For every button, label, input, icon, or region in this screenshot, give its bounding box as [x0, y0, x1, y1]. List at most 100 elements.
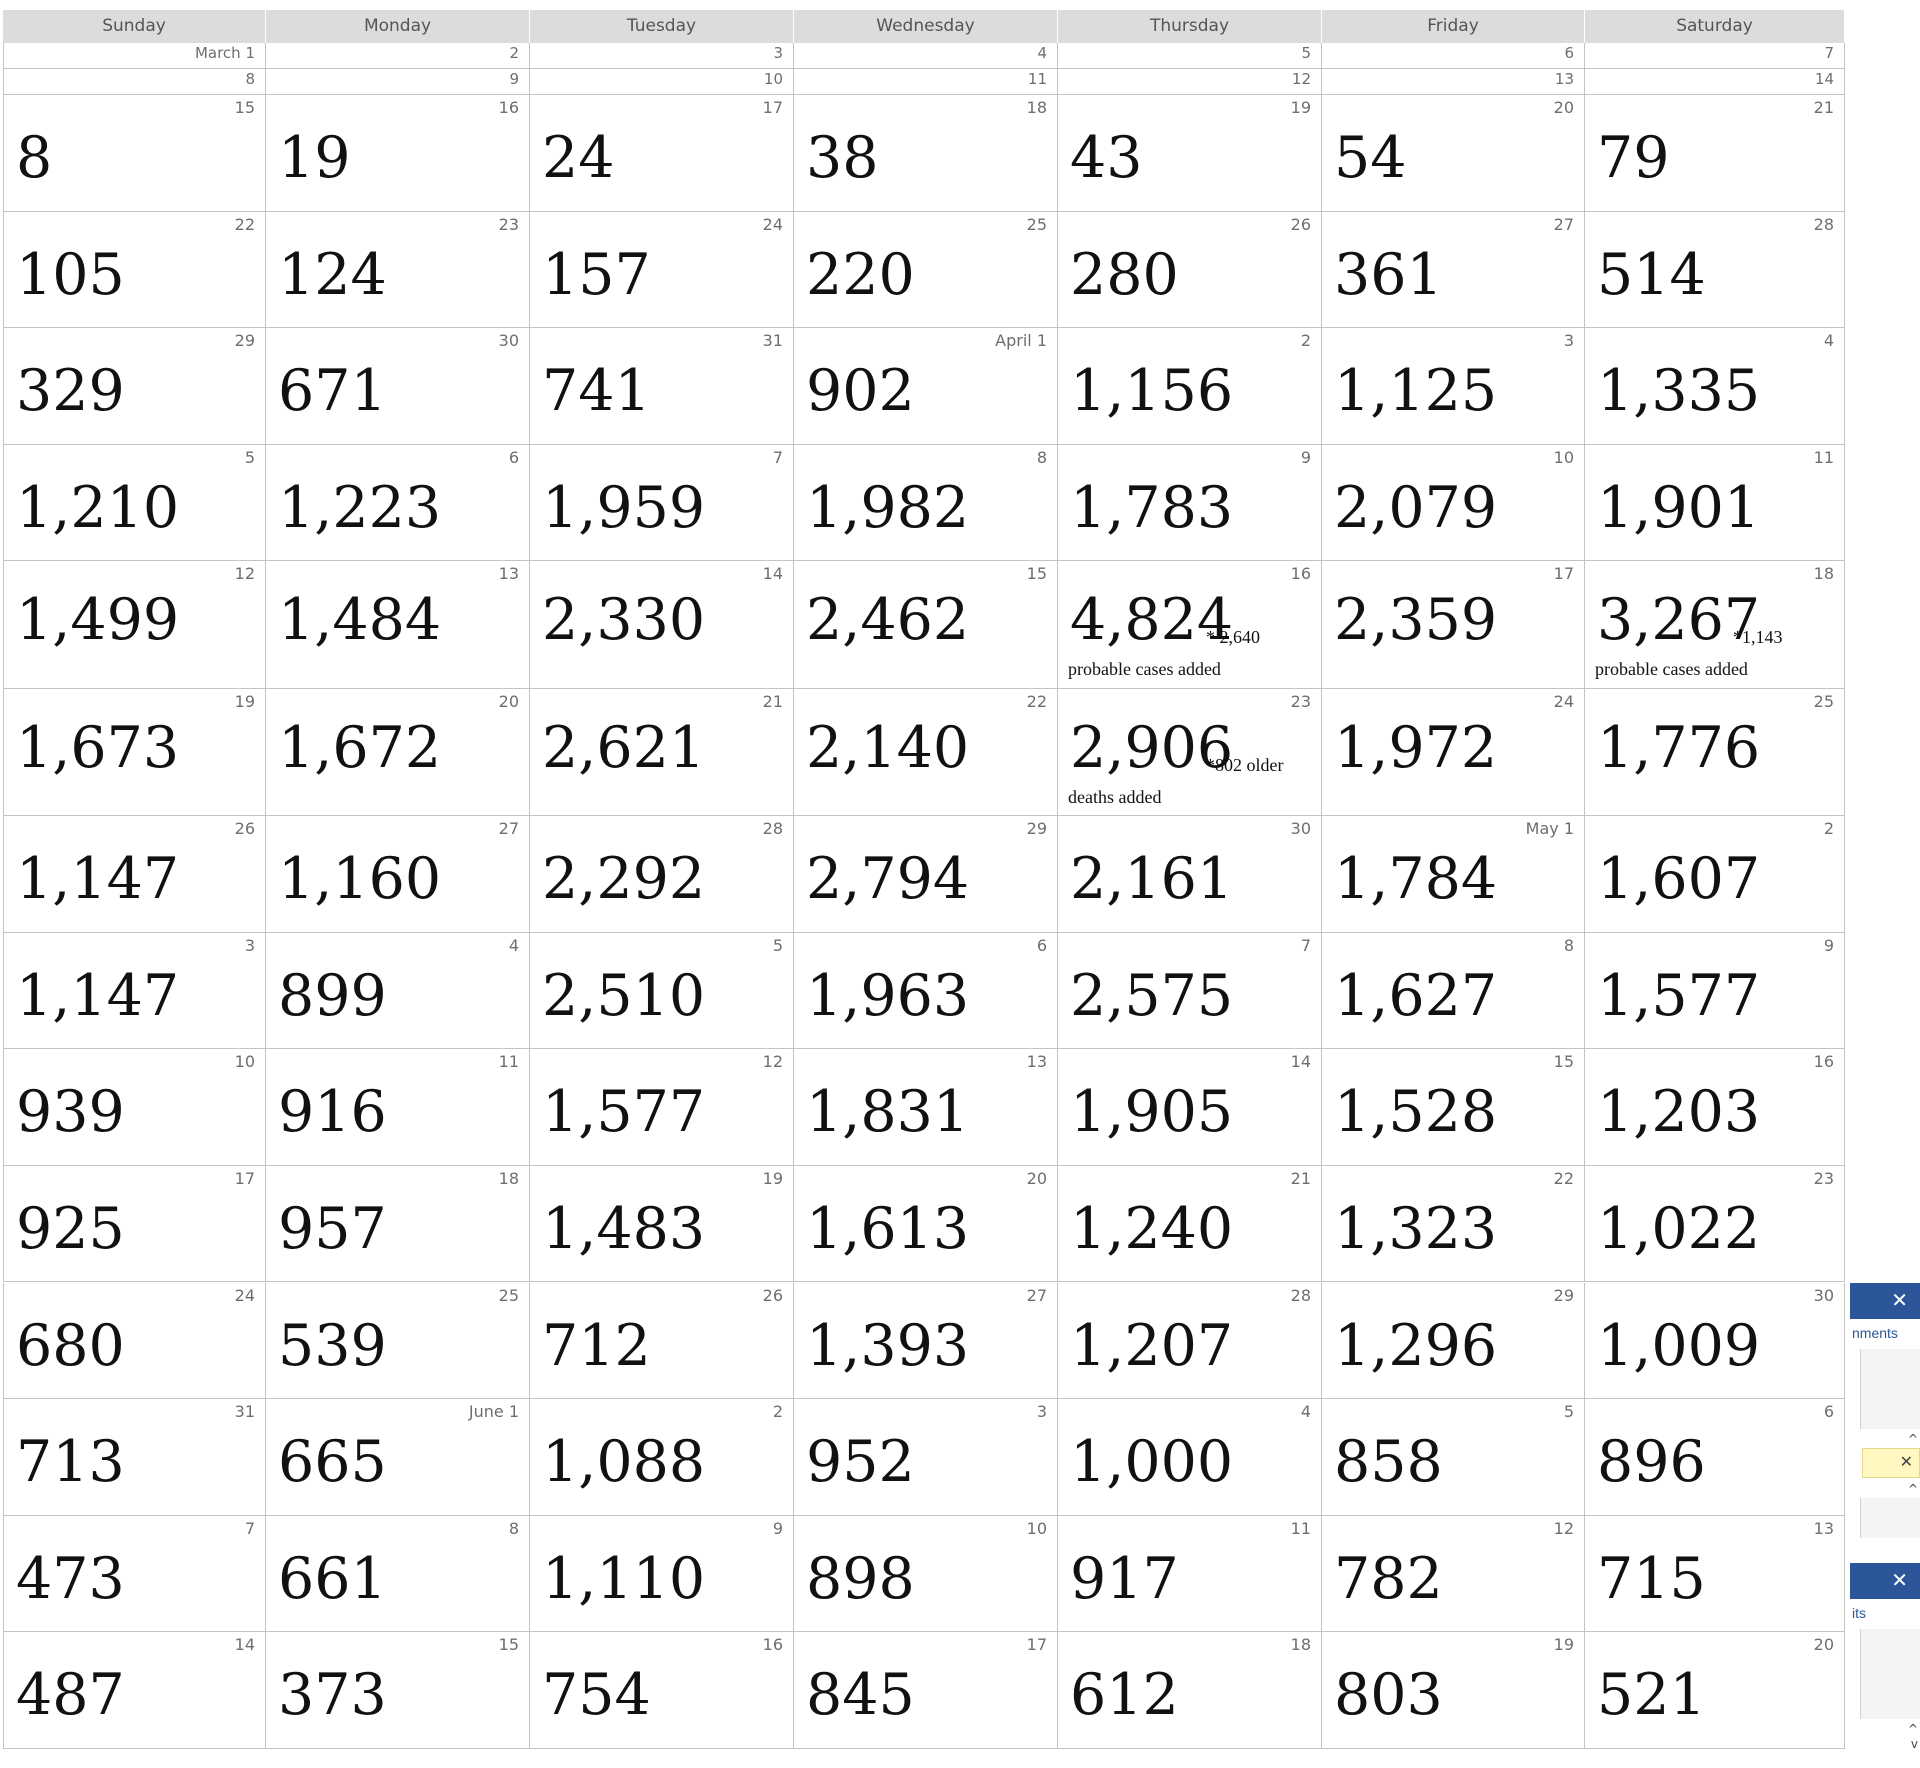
daily-count: 124: [278, 241, 387, 308]
day-cell: 3 952: [794, 1399, 1058, 1516]
scroll-up-icon[interactable]: ^: [1907, 1722, 1918, 1736]
daily-count: 1,296: [1334, 1312, 1498, 1379]
daily-count: 43: [1070, 125, 1143, 191]
day-number: 5: [1563, 1402, 1574, 1422]
daily-count: 539: [278, 1312, 387, 1379]
day-cell: 28 2,292: [530, 816, 794, 933]
scroll-up-icon[interactable]: ^: [1907, 1482, 1918, 1496]
daily-count: 1,972: [1334, 714, 1498, 781]
daily-count: 1,831: [806, 1079, 970, 1146]
daily-count: 957: [278, 1195, 387, 1262]
day-cell: 12 1,577: [530, 1049, 794, 1166]
day-number: 13: [1813, 1518, 1834, 1538]
day-cell: 22 105: [3, 211, 266, 329]
scroll-up-icon[interactable]: ^: [1907, 1432, 1918, 1446]
day-cell: 16 19: [266, 95, 530, 212]
day-cell: 11: [794, 69, 1058, 95]
daily-count: 1,156: [1070, 358, 1234, 425]
day-number: 11: [1027, 70, 1047, 88]
comments-link[interactable]: its: [1852, 1605, 1866, 1621]
day-cell: 7 1,959: [530, 444, 794, 562]
day-number: 31: [762, 331, 783, 351]
daily-count: 2,359: [1334, 587, 1498, 654]
daily-count: 858: [1334, 1429, 1443, 1496]
day-number: 21: [762, 691, 783, 711]
day-number: 20: [1026, 1168, 1047, 1188]
day-cell: 12 782: [1322, 1515, 1585, 1633]
comment-field[interactable]: [1860, 1349, 1920, 1429]
day-number: 10: [1553, 447, 1574, 467]
day-number: 17: [1553, 564, 1574, 584]
daily-count: 1,088: [542, 1429, 706, 1496]
day-number: 12: [234, 564, 255, 584]
day-number: 23: [1813, 1168, 1834, 1188]
day-cell: 19 43: [1058, 95, 1322, 212]
daily-count: 902: [806, 358, 915, 425]
daily-count: 1,203: [1597, 1079, 1761, 1146]
daily-count: 1,210: [16, 474, 180, 541]
day-number: 25: [1813, 691, 1834, 711]
daily-count: 671: [278, 358, 387, 425]
day-cell: 21 79: [1585, 95, 1845, 212]
comments-pane-header: ✕: [1850, 1563, 1920, 1599]
day-number: 15: [234, 98, 255, 117]
day-number: 8: [1036, 447, 1047, 467]
day-cell: 15 8: [3, 95, 266, 212]
day-number: 27: [1026, 1285, 1047, 1305]
comment-highlight-bar[interactable]: ✕: [1862, 1448, 1920, 1478]
daily-count: 1,499: [16, 587, 180, 654]
day-number: 15: [498, 1635, 519, 1655]
day-number: 23: [498, 214, 519, 234]
day-number: 25: [498, 1285, 519, 1305]
day-cell: 30 2,161: [1058, 816, 1322, 933]
day-cell: 24 680: [3, 1282, 266, 1400]
day-number: 21: [1813, 98, 1834, 117]
day-number: 2: [1300, 331, 1311, 351]
day-cell: 18 3,267 *1,143 probable cases added: [1585, 561, 1845, 689]
daily-count: 1,335: [1597, 358, 1761, 425]
daily-count: 1,207: [1070, 1312, 1234, 1379]
day-cell: 13: [1322, 69, 1585, 95]
day-cell: 14 1,905: [1058, 1049, 1322, 1166]
daily-count: 896: [1597, 1429, 1706, 1496]
day-number: 17: [1026, 1635, 1047, 1655]
daily-count: 680: [16, 1312, 125, 1379]
daily-count: 54: [1334, 125, 1407, 191]
weekday-header: Sunday: [3, 10, 266, 43]
day-number: 20: [1553, 98, 1574, 117]
day-number: June 1: [468, 1402, 519, 1422]
daily-count: 898: [806, 1545, 915, 1612]
day-number: 6: [508, 447, 519, 467]
daily-count: 1,784: [1334, 846, 1498, 913]
scroll-down-icon[interactable]: v: [1910, 1737, 1918, 1751]
day-number: April 1: [995, 331, 1047, 351]
day-cell: 8 1,982: [794, 444, 1058, 562]
day-cell: 29 1,296: [1322, 1282, 1585, 1400]
close-icon[interactable]: ✕: [1891, 1288, 1908, 1312]
close-icon[interactable]: ✕: [1899, 1452, 1913, 1471]
comment-field[interactable]: [1860, 1629, 1920, 1719]
day-number: 19: [1553, 1635, 1574, 1655]
daily-count: 1,613: [806, 1195, 970, 1262]
day-number: 18: [1026, 98, 1047, 117]
count-footnote: * 2,640: [1206, 627, 1260, 648]
day-number: 13: [1026, 1052, 1047, 1072]
day-number: 9: [1823, 935, 1834, 955]
day-cell: 20 521: [1585, 1632, 1845, 1749]
day-cell: 3 1,147: [3, 932, 266, 1050]
daily-count: 24: [542, 125, 615, 191]
day-number: 31: [234, 1402, 255, 1422]
day-number: 24: [1553, 691, 1574, 711]
day-cell: 11 917: [1058, 1515, 1322, 1633]
comment-field[interactable]: [1860, 1498, 1920, 1538]
day-number: 6: [1823, 1402, 1834, 1422]
daily-count: 712: [542, 1312, 651, 1379]
daily-count: 1,323: [1334, 1195, 1498, 1262]
comments-link[interactable]: nments: [1852, 1325, 1898, 1341]
daily-count: 2,621: [542, 714, 706, 781]
day-number: 9: [1300, 447, 1311, 467]
close-icon[interactable]: ✕: [1891, 1568, 1908, 1592]
daily-count: 19: [278, 125, 351, 191]
day-cell: 28 1,207: [1058, 1282, 1322, 1400]
daily-count: 952: [806, 1429, 915, 1496]
